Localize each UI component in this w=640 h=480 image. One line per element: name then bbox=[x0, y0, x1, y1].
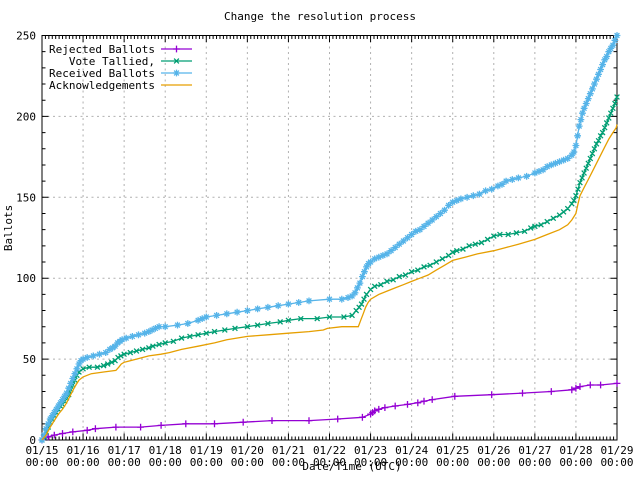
series-layer bbox=[38, 32, 621, 444]
x-tick-sublabel: 00:00 bbox=[600, 456, 633, 469]
x-tick-label: 01/23 bbox=[354, 444, 387, 457]
legend-entry-acknowledgements: Acknowledgements bbox=[49, 79, 192, 92]
x-tick-sublabel: 00:00 bbox=[108, 456, 141, 469]
x-tick-sublabel: 00:00 bbox=[67, 456, 100, 469]
y-axis-label: Ballots bbox=[2, 205, 15, 251]
x-tick-label: 01/27 bbox=[518, 444, 551, 457]
legend-label: Acknowledgements bbox=[49, 79, 155, 92]
x-tick-label: 01/26 bbox=[477, 444, 510, 457]
x-tick-sublabel: 00:00 bbox=[477, 456, 510, 469]
x-axis-label: Date/Time (UTC) bbox=[302, 460, 401, 473]
x-tick-sublabel: 00:00 bbox=[354, 456, 387, 469]
chart-title: Change the resolution process bbox=[224, 10, 416, 23]
x-tick-label: 01/16 bbox=[67, 444, 100, 457]
x-tick-label: 01/21 bbox=[272, 444, 305, 457]
y-tick-label: 100 bbox=[16, 272, 36, 285]
legend-entry-rejected-ballots: Rejected Ballots bbox=[49, 43, 192, 56]
x-tick-label: 01/19 bbox=[190, 444, 223, 457]
axis-layer: 05010015020025001/1500:0001/1600:0001/17… bbox=[16, 30, 633, 470]
x-tick-label: 01/24 bbox=[395, 444, 428, 457]
x-tick-label: 01/25 bbox=[436, 444, 469, 457]
x-tick-label: 01/17 bbox=[108, 444, 141, 457]
x-tick-sublabel: 00:00 bbox=[149, 456, 182, 469]
legend-label: Rejected Ballots bbox=[49, 43, 155, 56]
y-tick-label: 0 bbox=[29, 434, 36, 447]
x-tick-label: 01/29 bbox=[600, 444, 633, 457]
series-markers-received-ballots bbox=[38, 32, 621, 444]
x-tick-label: 01/20 bbox=[231, 444, 264, 457]
legend-sample-marker bbox=[173, 69, 180, 77]
x-tick-sublabel: 00:00 bbox=[190, 456, 223, 469]
x-tick-label: 01/15 bbox=[25, 444, 58, 457]
y-tick-label: 250 bbox=[16, 30, 36, 43]
y-tick-label: 150 bbox=[16, 191, 36, 204]
x-tick-sublabel: 00:00 bbox=[313, 456, 346, 469]
series-line-acknowledgements bbox=[41, 124, 618, 441]
y-tick-label: 200 bbox=[16, 110, 36, 123]
grid-layer bbox=[42, 35, 617, 440]
x-tick-sublabel: 00:00 bbox=[272, 456, 305, 469]
legend-sample-marker bbox=[173, 45, 180, 53]
x-tick-sublabel: 00:00 bbox=[436, 456, 469, 469]
y-tick-label: 50 bbox=[23, 353, 36, 366]
x-tick-sublabel: 00:00 bbox=[559, 456, 592, 469]
x-tick-label: 01/18 bbox=[149, 444, 182, 457]
legend-entry-vote-tallied: Vote Tallied, bbox=[69, 55, 192, 68]
legend-sample-marker bbox=[173, 58, 180, 64]
x-tick-sublabel: 00:00 bbox=[231, 456, 264, 469]
legend-label: Received Ballots bbox=[49, 67, 155, 80]
x-tick-label: 01/22 bbox=[313, 444, 346, 457]
x-tick-sublabel: 00:00 bbox=[518, 456, 551, 469]
x-tick-sublabel: 00:00 bbox=[395, 456, 428, 469]
legend-label: Vote Tallied, bbox=[69, 55, 155, 68]
x-tick-label: 01/28 bbox=[559, 444, 592, 457]
x-tick-sublabel: 00:00 bbox=[25, 456, 58, 469]
legend-entry-received-ballots: Received Ballots bbox=[49, 67, 192, 80]
